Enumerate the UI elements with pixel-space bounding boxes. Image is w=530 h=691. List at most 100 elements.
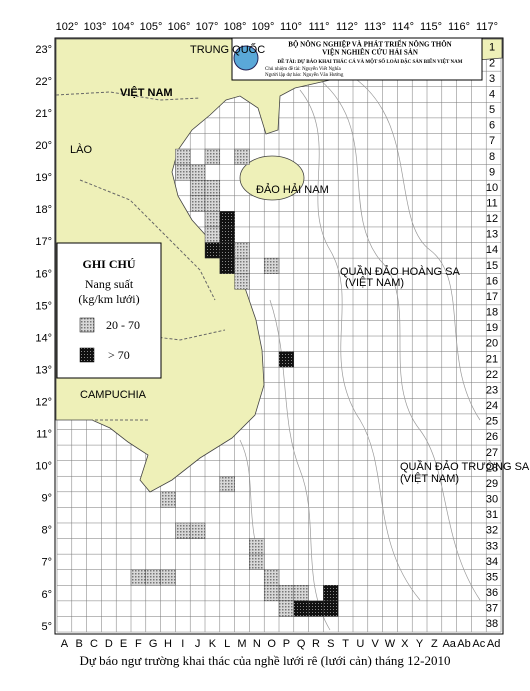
row-label: 28 [486,462,498,474]
column-label: C [90,638,98,650]
latitude-label: 14° [35,332,52,344]
row-label: 12 [486,213,498,225]
row-label: 7 [489,135,495,147]
row-label: 35 [486,571,498,583]
catch-cell [293,585,309,602]
latitude-label: 10° [35,461,52,473]
column-label: T [342,638,349,650]
latitude-label: 6° [41,589,52,601]
column-label: D [105,638,113,650]
catch-cell [264,257,280,274]
column-label: M [237,638,246,650]
row-label: 27 [486,447,498,459]
legend-unit: (kg/km lưới) [78,292,139,306]
catch-cell [160,491,176,508]
row-label: 8 [489,151,495,163]
latitude-label: 13° [35,364,52,376]
column-label: W [385,638,396,650]
catch-cell [204,226,221,243]
row-label: 2 [489,57,495,69]
row-label: 17 [486,291,498,303]
row-label: 38 [486,618,498,630]
column-label: K [209,638,217,650]
column-label: J [195,638,201,650]
latitude-label: 22° [35,76,52,88]
catch-cell [204,242,221,259]
column-label: Q [297,638,306,650]
latitude-label: 7° [41,557,52,569]
column-label: Ac [472,638,485,650]
catch-cell [219,257,235,274]
catch-cell [249,553,265,570]
longitude-label: 112° [336,21,358,33]
latitude-label: 19° [35,172,52,184]
row-label: 1 [489,42,495,54]
catch-cell [219,476,235,493]
catch-cell [189,195,206,212]
catch-cell [219,226,235,243]
longitude-label: 113° [364,21,386,33]
column-label: V [372,638,380,650]
header-line: VIỆN NGHIÊN CỨU HẢI SẢN [322,49,418,57]
column-label: I [181,638,184,650]
latitude-label: 23° [35,44,52,56]
longitude-label: 109° [252,21,275,33]
legend-swatch [79,317,95,333]
row-label: 15 [486,260,498,272]
row-label: 32 [486,525,498,537]
catch-cell [219,242,235,259]
latitude-label: 20° [35,140,52,152]
legend-title: GHI CHÚ [82,257,135,271]
row-label: 36 [486,587,498,599]
row-label: 21 [486,353,498,365]
latitude-label: 16° [35,268,52,280]
catch-cell [278,600,295,617]
longitude-label: 114° [392,21,414,33]
hainan-island [239,155,305,201]
column-label: Aa [442,638,456,650]
catch-cell [234,273,250,290]
legend-swatch [79,347,95,363]
longitude-label: 103° [84,21,107,33]
row-label: 11 [486,197,497,209]
latitude-label: 12° [35,396,52,408]
row-label: 37 [486,603,498,615]
row-label: 19 [486,322,498,334]
catch-cells [130,148,339,617]
catch-cell [189,522,206,539]
logo [233,45,259,71]
legend-subtitle: Nang suất [85,277,134,291]
catch-cell [249,538,265,555]
place-name: (VIỆT NAM) [345,276,404,289]
latitude-label: 15° [35,300,52,312]
catch-cell [175,522,191,539]
catch-cell [234,257,250,274]
catch-cell [160,569,176,586]
longitude-label: 104° [112,21,135,33]
row-label: 4 [489,88,495,100]
latitude-label: 9° [41,493,52,505]
longitude-label: 102° [56,21,79,33]
catch-cell [130,569,147,586]
column-label: X [401,638,409,650]
latitude-label: 21° [35,108,52,120]
row-label: 29 [486,478,498,490]
catch-cell [264,585,280,602]
row-label: 34 [486,556,498,568]
longitude-label: 116° [448,21,470,33]
row-label: 33 [486,540,498,552]
row-label: 9 [489,166,495,178]
place-name: QUẦN ĐẢO HOÀNG SA [340,265,460,278]
row-label: 6 [489,120,495,132]
row-label: 30 [486,494,498,506]
row-label: 13 [486,229,498,241]
catch-cell [219,211,235,228]
longitude-label: 110° [280,21,302,33]
row-label: 16 [486,275,498,287]
legend: GHI CHÚ Nang suất (kg/km lưới) 20 - 70 >… [56,242,162,379]
longitude-label: 108° [224,21,247,33]
row-label: 18 [486,307,498,319]
catch-cell [204,211,221,228]
